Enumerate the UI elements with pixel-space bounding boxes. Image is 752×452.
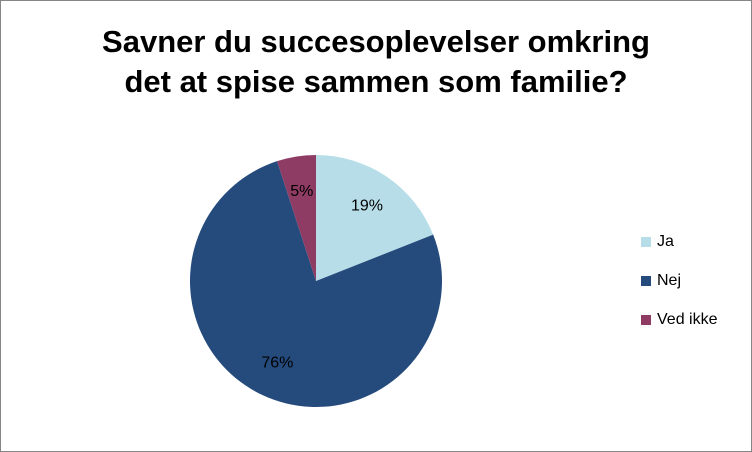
legend-item-nej: Nej [641,271,717,291]
legend-swatch-ja [641,237,651,247]
legend-label-ved-ikke: Ved ikke [657,311,718,328]
pie-slice-nej [189,161,442,408]
data-label-ved-ikke: 5% [290,183,313,200]
legend-swatch-ved-ikke [641,315,651,325]
pie-slice-ja [316,155,434,281]
legend-label-ja: Ja [657,233,674,250]
legend-item-ved-ikke: Ved ikke [641,310,717,330]
data-label-ja: 19% [351,198,383,215]
pie-data-labels: 19% 76% 5% [261,183,383,372]
pie-slice-ved-ikke [277,155,316,281]
chart-title-line-1: Savner du succesoplevelser omkring [102,24,650,59]
legend: Ja Nej Ved ikke [641,232,717,349]
pie-slices [189,155,442,408]
legend-item-ja: Ja [641,232,717,252]
chart-title: Savner du succesoplevelser omkring det a… [0,22,752,102]
chart-title-line-2: det at spise sammen som familie? [124,64,628,99]
legend-swatch-nej [641,276,651,286]
data-label-nej: 76% [261,355,293,372]
legend-label-nej: Nej [657,272,682,289]
